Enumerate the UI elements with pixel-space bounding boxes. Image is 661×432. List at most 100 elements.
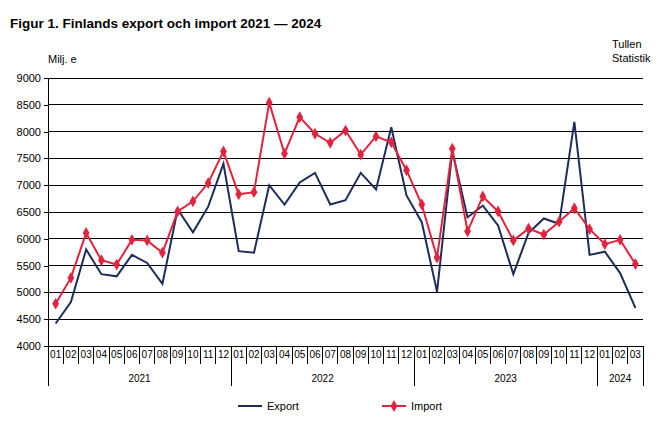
group-separator — [597, 346, 598, 386]
y-tick-mark — [44, 292, 48, 293]
grid-line — [48, 104, 643, 105]
series-marker — [281, 148, 288, 160]
x-tick-label: 04 — [462, 349, 474, 360]
y-tick-mark — [44, 132, 48, 133]
series-marker — [159, 247, 166, 259]
y-tick-mark — [44, 78, 48, 79]
y-tick-mark — [44, 266, 48, 267]
x-tick-label: 12 — [218, 349, 230, 360]
category-separator — [566, 346, 567, 364]
series-marker — [525, 223, 532, 235]
x-tick-label: 02 — [615, 349, 627, 360]
y-tick: 6500 — [17, 206, 48, 218]
category-separator — [520, 346, 521, 364]
category-separator — [215, 346, 216, 364]
x-tick: 07 — [508, 346, 520, 360]
x-tick-label: 04 — [279, 349, 291, 360]
series-marker — [190, 195, 197, 207]
series-marker — [388, 136, 395, 148]
title: Figur 1. Finlands export och import 2021… — [10, 16, 322, 31]
series-marker — [449, 143, 456, 155]
x-tick: 01 — [50, 346, 62, 360]
x-tick: 02 — [615, 346, 627, 360]
x-tick: 08 — [340, 346, 352, 360]
legend-item: Import — [382, 400, 442, 412]
series-marker — [174, 206, 181, 218]
series-marker — [113, 259, 120, 271]
y-tick-mark — [44, 105, 48, 106]
group-separator — [48, 346, 49, 386]
x-tick: 02 — [248, 346, 260, 360]
x-tick-label: 11 — [386, 349, 397, 360]
series-marker — [83, 227, 90, 239]
series-marker — [495, 206, 502, 218]
year-label: 2022 — [311, 373, 334, 384]
category-separator — [307, 346, 308, 364]
x-tick-label: 05 — [111, 349, 123, 360]
x-tick: 10 — [554, 346, 566, 360]
series-marker — [266, 97, 273, 109]
y-tick-mark — [44, 239, 48, 240]
x-tick: 06 — [493, 346, 505, 360]
plot: 4000450050005500600065007000750080008500… — [17, 72, 644, 386]
series-line — [56, 103, 636, 304]
y-tick-label: 7500 — [17, 152, 41, 164]
x-tick-label: 12 — [584, 349, 596, 360]
y-tick-mark — [44, 185, 48, 186]
x-tick-label: 05 — [477, 349, 489, 360]
series-marker — [67, 272, 74, 284]
x-tick: 04 — [462, 346, 474, 360]
x-tick: 03 — [630, 346, 642, 360]
category-separator — [185, 346, 186, 364]
y-tick-mark — [44, 346, 48, 347]
category-separator — [63, 346, 64, 364]
category-separator — [337, 346, 338, 364]
x-tick: 01 — [599, 346, 611, 360]
x-tick: 12 — [584, 346, 596, 360]
grid-line — [48, 212, 643, 213]
x-tick: 08 — [523, 346, 535, 360]
y-tick: 7500 — [17, 152, 48, 164]
series-marker — [617, 234, 624, 246]
x-tick: 08 — [157, 346, 169, 360]
legend-item: Export — [238, 400, 299, 412]
y-tick: 8500 — [17, 99, 48, 111]
x-tick-label: 03 — [81, 349, 93, 360]
y-tick-label: 7000 — [17, 179, 41, 191]
category-separator — [612, 346, 613, 364]
y-axis-title: Milj. e — [48, 53, 77, 65]
grid-line — [48, 346, 643, 347]
series-marker — [556, 216, 563, 228]
x-tick-label: 03 — [264, 349, 276, 360]
series-marker — [312, 128, 319, 140]
x-tick: 02 — [65, 346, 77, 360]
group-separator — [643, 346, 644, 386]
x-tick: 05 — [294, 346, 306, 360]
x-tick: 10 — [187, 346, 199, 360]
category-separator — [444, 346, 445, 364]
y-tick-label: 6500 — [17, 206, 41, 218]
y-tick: 4000 — [17, 340, 48, 352]
y-tick: 6000 — [17, 233, 48, 245]
y-tick: 9000 — [17, 72, 48, 84]
x-tick-label: 06 — [309, 349, 321, 360]
category-separator — [459, 346, 460, 364]
grid-line — [48, 185, 643, 186]
category-separator — [353, 346, 354, 364]
y-tick-label: 8500 — [17, 99, 41, 111]
x-tick-label: 07 — [508, 349, 520, 360]
series-marker — [342, 125, 349, 137]
x-tick-label: 04 — [96, 349, 108, 360]
x-tick-label: 02 — [248, 349, 260, 360]
y-tick-mark — [44, 319, 48, 320]
series-marker — [403, 164, 410, 176]
x-tick-label: 01 — [50, 349, 62, 360]
series-marker — [479, 191, 486, 203]
x-tick: 07 — [142, 346, 154, 360]
category-separator — [536, 346, 537, 364]
x-tick-label: 01 — [233, 349, 245, 360]
x-tick: 09 — [355, 346, 367, 360]
series-marker — [220, 146, 227, 158]
x-tick: 09 — [538, 346, 550, 360]
category-separator — [124, 346, 125, 364]
